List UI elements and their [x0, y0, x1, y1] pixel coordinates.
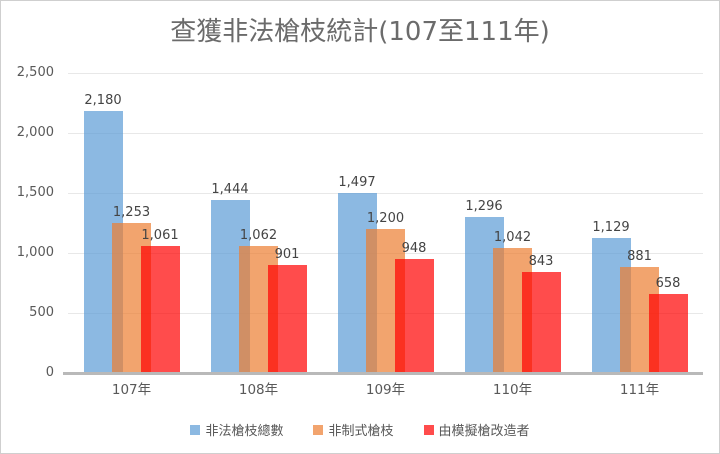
legend-swatch-modified-from-replica [423, 424, 434, 435]
legend-swatch-total-illegal-guns [190, 424, 201, 435]
legend-swatch-non-standard-guns [313, 424, 324, 435]
plot-area: 2,180 1,253 1,061 1,444 1,062 901 1,497 1,200 94… [68, 73, 703, 373]
data-label-total-illegal-guns-107年: 2,180 [84, 93, 122, 109]
bar-modified-from-replica-109年 [394, 259, 434, 373]
data-label-total-illegal-guns-109年: 1,497 [338, 175, 376, 191]
bar-modified-from-replica-110年 [521, 271, 561, 373]
gridline [68, 193, 703, 194]
data-label-non-standard-guns-110年: 1,042 [493, 229, 532, 245]
data-label-non-standard-guns-109年: 1,200 [366, 211, 405, 226]
bar-group-108年: 1,444 1,062 901 [195, 73, 322, 373]
legend-label-total-illegal-guns: 非法槍枝總數 [205, 424, 284, 439]
bar-group-109年: 1,497 1,200 948 [322, 73, 449, 373]
x-axis-tick-label: 107年 [111, 382, 152, 398]
x-axis-tick-label: 109年 [365, 382, 406, 398]
data-label-total-illegal-guns-108年: 1,444 [211, 181, 249, 197]
data-label-total-illegal-guns-110年: 1,296 [465, 199, 503, 215]
data-label-modified-from-replica-110年: 843 [528, 253, 554, 269]
data-label-modified-from-replica-108年: 901 [274, 246, 300, 262]
data-label-non-standard-guns-107年: 1,253 [112, 204, 151, 220]
y-axis-tick-label: 1,500 [16, 185, 54, 200]
bar-modified-from-replica-108年 [267, 264, 307, 373]
chart-title: 查獲非法槍枝統計(107至111年) [170, 17, 550, 47]
gridline [68, 73, 703, 74]
y-axis-tick-label: 1,000 [16, 245, 54, 260]
data-label-modified-from-replica-109年: 948 [401, 241, 427, 257]
data-label-non-standard-guns-108年: 1,062 [239, 227, 278, 243]
bar-group-107年: 2,180 1,253 1,061 [68, 73, 195, 373]
y-axis-tick-label: 0 [45, 365, 54, 380]
legend-item-non-standard-guns: 非制式槍枝 [313, 420, 394, 439]
x-axis-line [63, 372, 703, 375]
x-axis-tick-label: 108年 [238, 382, 279, 398]
gridline [68, 133, 703, 134]
data-label-modified-from-replica-107年: 1,061 [141, 227, 179, 243]
y-axis-tick-label: 2,000 [16, 125, 54, 140]
legend-label-modified-from-replica: 由模擬槍改造者 [438, 424, 530, 439]
data-label-modified-from-replica-111年: 658 [655, 276, 681, 292]
bar-modified-from-replica-107年 [140, 245, 180, 373]
bar-group-110年: 1,296 1,042 843 [449, 73, 576, 373]
legend-item-modified-from-replica: 由模擬槍改造者 [423, 420, 530, 439]
data-label-total-illegal-guns-111年: 1,129 [592, 219, 630, 235]
data-label-non-standard-guns-111年: 881 [627, 249, 652, 265]
legend-label-non-standard-guns: 非制式槍枝 [328, 424, 394, 439]
y-axis-tick-label: 500 [29, 305, 54, 320]
x-axis-tick-label: 111年 [619, 382, 660, 398]
y-axis-tick-label: 2,500 [16, 65, 54, 80]
x-axis-tick-label: 110年 [492, 382, 533, 398]
legend: 非法槍枝總數 非制式槍枝 由模擬槍改造者 [1, 420, 719, 439]
legend-item-total-illegal-guns: 非法槍枝總數 [190, 420, 283, 439]
bar-modified-from-replica-111年 [648, 294, 688, 373]
bar-group-111年: 1,129 881 658 [576, 73, 703, 373]
